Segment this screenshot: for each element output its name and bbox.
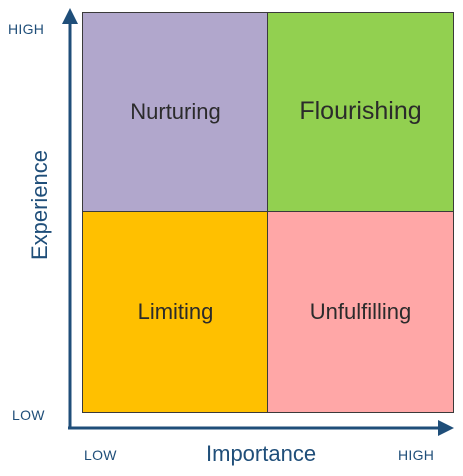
y-axis-arrowhead [62, 8, 78, 24]
quadrant-unfulfilling: Unfulfilling [267, 211, 454, 413]
quadrant-limiting: Limiting [82, 211, 269, 413]
x-axis-low-label: LOW [84, 447, 117, 463]
quadrant-nurturing: Nurturing [82, 12, 269, 213]
quadrant-label-nurturing: Nurturing [130, 98, 221, 124]
quadrant-flourishing: Flourishing [267, 12, 454, 213]
y-axis-title: Experience [27, 149, 52, 261]
x-axis-arrowhead [438, 420, 454, 436]
quadrant-label-limiting: Limiting [137, 299, 214, 324]
y-axis-low-label: LOW [12, 407, 45, 423]
x-axis-title: Importance [206, 441, 317, 466]
quadrant-label-unfulfilling: Unfulfilling [309, 299, 412, 324]
quadrant-label-flourishing: Flourishing [299, 97, 422, 125]
y-axis-high-label: HIGH [8, 21, 45, 37]
x-axis-high-label: HIGH [398, 447, 435, 463]
